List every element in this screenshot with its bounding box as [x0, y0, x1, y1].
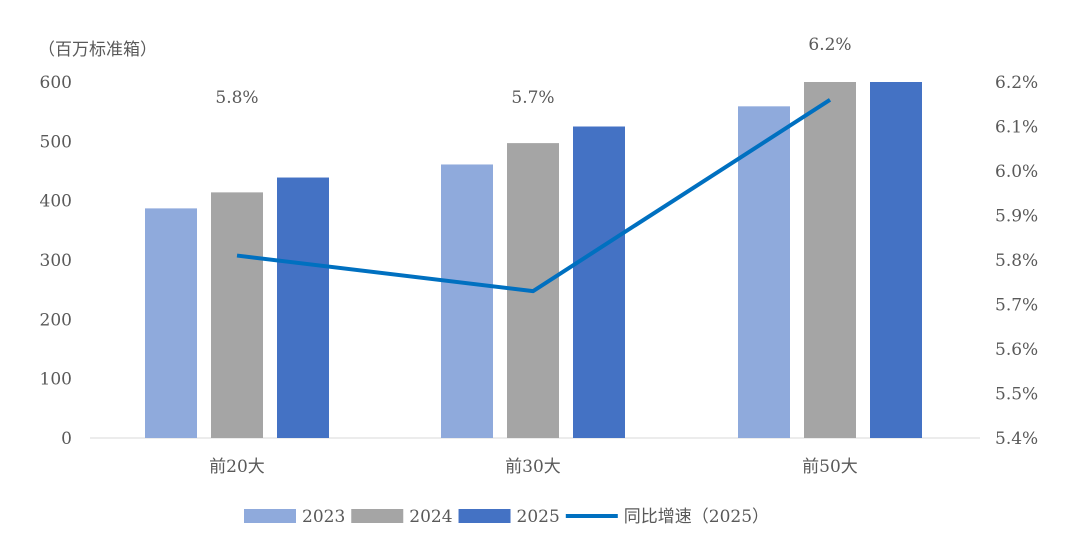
unit-label: （百万标准箱）	[38, 40, 157, 60]
left-tick-label: 200	[40, 310, 72, 330]
bar-2025-2	[870, 82, 922, 438]
left-tick-label: 300	[40, 251, 72, 271]
right-tick-label: 6.0%	[995, 162, 1038, 182]
category-label: 前30大	[505, 457, 561, 477]
right-tick-label: 6.2%	[995, 73, 1038, 93]
bar-2023-0	[145, 208, 197, 438]
right-tick-label: 5.9%	[995, 207, 1038, 227]
growth-data-label: 6.2%	[808, 35, 851, 55]
right-tick-label: 5.5%	[995, 385, 1038, 405]
bar-2025-0	[277, 177, 329, 438]
category-label: 前50大	[802, 457, 858, 477]
left-tick-label: 500	[40, 132, 72, 152]
right-tick-label: 5.8%	[995, 251, 1038, 271]
growth-data-label: 5.8%	[215, 88, 258, 108]
bar-2023-2	[738, 106, 790, 439]
left-tick-label: 0	[61, 429, 72, 449]
right-tick-label: 5.6%	[995, 340, 1038, 360]
legend-label: 2024	[409, 507, 452, 527]
bar-2024-0	[211, 192, 263, 438]
right-tick-label: 6.1%	[995, 118, 1038, 138]
left-tick-label: 600	[40, 73, 72, 93]
category-label: 前20大	[209, 457, 265, 477]
legend-swatch-2025	[458, 509, 511, 523]
legend-label: 同比增速（2025）	[624, 507, 769, 527]
right-tick-label: 5.7%	[995, 296, 1038, 316]
bar-2025-1	[573, 126, 625, 438]
growth-data-label: 5.7%	[511, 88, 554, 108]
left-tick-label: 100	[40, 370, 72, 390]
right-tick-label: 5.4%	[995, 429, 1038, 449]
left-tick-label: 400	[40, 192, 72, 212]
bar-2023-1	[441, 164, 493, 438]
legend-label: 2023	[302, 507, 345, 527]
bar-2024-2	[804, 82, 856, 438]
legend-swatch-2024	[351, 509, 404, 523]
legend-label: 2025	[517, 507, 560, 527]
legend-swatch-2023	[244, 509, 296, 523]
